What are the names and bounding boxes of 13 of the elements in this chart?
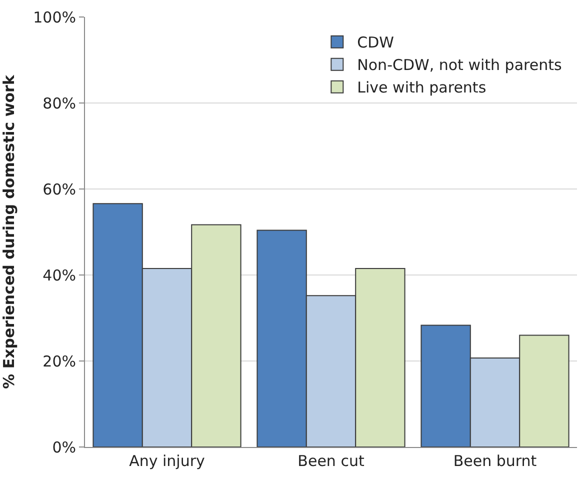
- x-tick-label: Been cut: [298, 452, 364, 470]
- legend-label: CDW: [357, 34, 394, 52]
- y-tick-label: 0%: [52, 438, 76, 456]
- y-tick-label: 100%: [33, 8, 76, 26]
- legend-label: Live with parents: [357, 78, 486, 97]
- x-tick-label: Been burnt: [453, 452, 537, 470]
- legend-label: Non-CDW, not with parents: [357, 56, 562, 74]
- y-tick-label: 60%: [42, 180, 76, 198]
- y-tick-label: 80%: [42, 94, 76, 112]
- y-tick-label: 40%: [42, 266, 76, 284]
- x-tick-label: Any injury: [129, 452, 206, 470]
- y-axis-title: % Experienced during domestic work: [0, 74, 18, 389]
- y-tick-label: 20%: [42, 352, 76, 370]
